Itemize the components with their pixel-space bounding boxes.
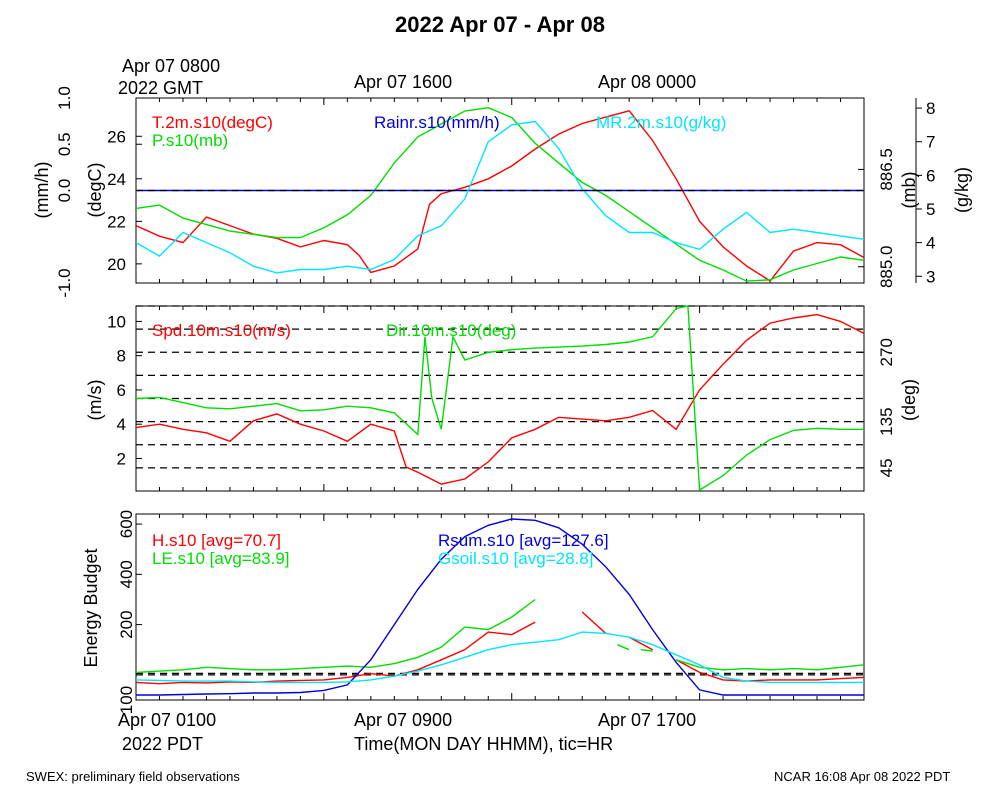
bottom-panel-legend-entry: Gsoil.s10 [avg=28.8]: [438, 549, 593, 568]
top-panel-legend-entry: T.2m.s10(degC): [152, 113, 273, 132]
bottom-axis-label-1: Apr 07 0900: [354, 710, 453, 730]
bottom-panel-eb-ytick-label: 200: [117, 610, 136, 638]
bottom-axis-first-label-line2: 2022 PDT: [122, 734, 204, 754]
top-axis-first-label-line2: 2022 GMT: [118, 78, 204, 98]
top-panel-degc-ytick-label: 24: [107, 170, 126, 189]
top-panel-p-s10-series-line: [135, 106, 865, 282]
top-panel-mb-ytick-label: 885.0: [877, 245, 896, 288]
top-panel-gkg-ytick-label: 6: [926, 166, 935, 185]
footer-right: NCAR 16:08 Apr 08 2022 PDT: [774, 769, 951, 784]
top-panel-mmh-axis-title: (mm/h): [32, 162, 52, 219]
middle-panel-deg-axis-title: (deg): [899, 379, 919, 421]
bottom-panel-eb-ytick-label: 600: [117, 510, 136, 538]
middle-panel-ms-axis-title: (m/s): [85, 380, 105, 421]
bottom-panel-h-s10-series-line: [135, 611, 865, 685]
bottom-panel-eb-axis-title: Energy Budget: [81, 548, 101, 667]
top-panel-mr-2m-s10-series-line: [135, 120, 865, 274]
top-panel-gkg-ytick-label: 3: [926, 267, 935, 286]
bottom-panel-gsoil-s10-series-line: [135, 631, 864, 684]
top-panel-degc-axis-title: (degC): [85, 162, 105, 217]
bottom-axis-first-label-line1: Apr 07 0100: [118, 710, 217, 730]
middle-panel-ms-ytick-label: 4: [117, 415, 126, 434]
bottom-panel-frame: [135, 513, 865, 701]
top-panel-gkg-ytick-label: 4: [926, 234, 935, 253]
top-panel-degc-ytick-label: 22: [107, 212, 126, 231]
top-panel-mmh-ytick-label: 1.0: [55, 86, 74, 110]
middle-panel-legend-entry: Spd.10m.s10(m/s): [152, 321, 291, 340]
footer-left: SWEX: preliminary field observations: [26, 769, 240, 784]
top-panel-legend-entry: Rainr.s10(mm/h): [374, 113, 500, 132]
bottom-panel-legend-entry: H.s10 [avg=70.7]: [152, 531, 281, 550]
bottom-panel-legend-entry: Rsum.s10 [avg=127.6]: [438, 531, 609, 550]
top-axis-label-2: Apr 08 0000: [598, 72, 697, 92]
chart-title: 2022 Apr 07 - Apr 08: [395, 12, 605, 37]
middle-panel-ms-ytick-label: 8: [117, 347, 126, 366]
top-panel-mmh-ytick-label: -1.0: [55, 268, 74, 297]
middle-panel-deg-ytick-label: 135: [877, 407, 896, 435]
top-panel-t-2m-s10-series-line: [135, 110, 865, 282]
top-panel-gkg-ytick-label: 5: [926, 200, 935, 219]
top-panel-legend-entry: MR.2m.s10(g/kg): [596, 113, 726, 132]
top-panel-mmh-ytick-label: 0.0: [55, 179, 74, 203]
middle-panel-ms-ytick-label: 2: [117, 449, 126, 468]
bottom-panel-legend-entry: LE.s10 [avg=83.9]: [152, 549, 290, 568]
top-panel-mmh-ytick-label: 0.5: [55, 132, 74, 156]
bottom-panel-le-s10-series-line: [135, 598, 865, 674]
top-panel-legend-entry: P.s10(mb): [152, 131, 228, 150]
top-panel-mb-axis-title: (mb): [899, 172, 919, 209]
bottom-panel-eb-ytick-label: 100: [117, 686, 136, 714]
middle-panel-spd-10m-s10-series-line: [135, 313, 865, 485]
bottom-axis-label-2: Apr 07 1700: [598, 710, 697, 730]
top-panel-gkg-ytick-label: 8: [926, 99, 935, 118]
middle-panel-deg-ytick-label: 270: [877, 338, 896, 366]
middle-panel-dir-10m-s10-series-line: [135, 305, 864, 492]
middle-panel-ms-ytick-label: 6: [117, 381, 126, 400]
top-panel-degc-ytick-label: 26: [107, 127, 126, 146]
middle-panel-legend-entry: Dir.10m.s10(deg): [386, 321, 516, 340]
top-panel-mb-ytick-label: 886.5: [877, 148, 896, 191]
bottom-panel-eb-ytick-label: 400: [117, 560, 136, 588]
top-panel-gkg-ytick-label: 7: [926, 133, 935, 152]
top-axis-first-label-line1: Apr 07 0800: [122, 56, 221, 76]
top-axis-label-1: Apr 07 1600: [354, 72, 453, 92]
middle-panel-ms-ytick-label: 10: [107, 312, 126, 331]
middle-panel-deg-ytick-label: 45: [877, 458, 896, 477]
bottom-axis-xlabel: Time(MON DAY HHMM), tic=HR: [354, 734, 614, 754]
bottom-panel-rsum-s10-series-line: [136, 518, 864, 696]
top-panel-gkg-axis-title: (g/kg): [952, 167, 972, 213]
top-panel-degc-ytick-label: 20: [107, 255, 126, 274]
